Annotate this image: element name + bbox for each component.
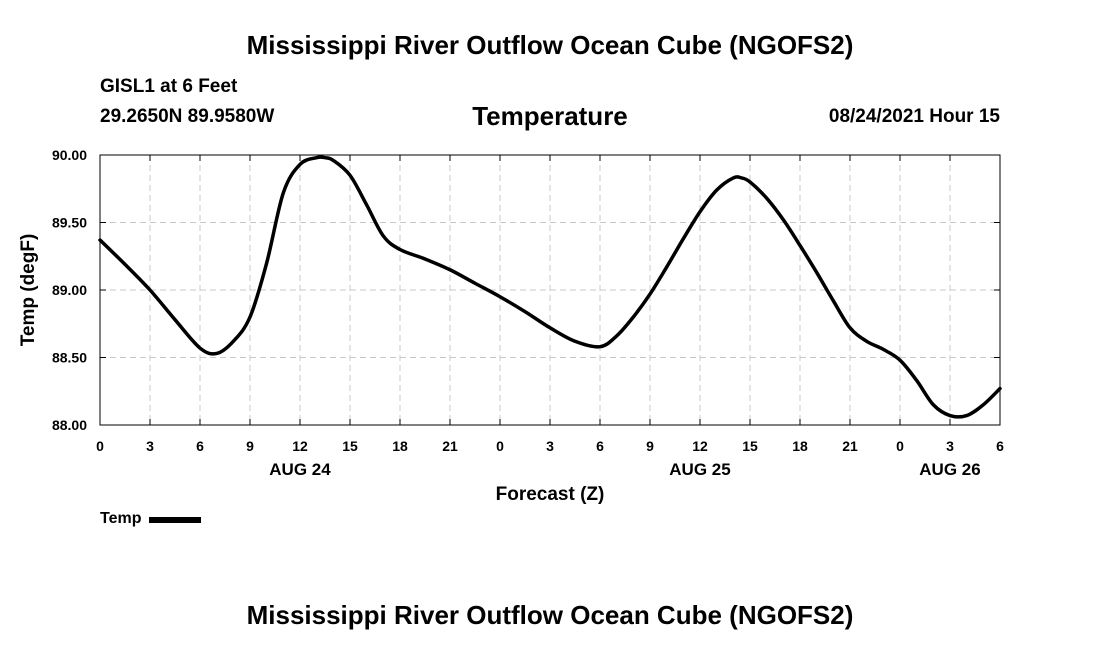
x-tick-label: 18 [792, 438, 808, 454]
x-tick-label: 6 [996, 438, 1004, 454]
chart-legend: Temp [100, 510, 202, 528]
y-tick-label: 90.00 [52, 147, 87, 163]
x-tick-label: 12 [692, 438, 708, 454]
x-tick-label: 6 [196, 438, 204, 454]
x-tick-label: 9 [646, 438, 654, 454]
day-label: AUG 25 [669, 460, 730, 479]
grid-lines [100, 155, 1000, 425]
x-axis-label: Forecast (Z) [496, 484, 605, 505]
x-tick-labels: 0 3 6 9 12 15 18 21 0 3 6 9 12 15 18 21 0 3 6 [96, 438, 1004, 454]
y-tick-label: 89.50 [52, 215, 87, 231]
y-tick-label: 89.00 [52, 282, 87, 298]
x-tick-label: 0 [896, 438, 904, 454]
forecast-datetime: 08/24/2021 Hour 15 [828, 106, 1000, 127]
day-label: AUG 24 [269, 460, 331, 479]
x-tick-label: 15 [742, 438, 758, 454]
x-tick-label: 0 [96, 438, 104, 454]
x-tick-label: 0 [496, 438, 504, 454]
series-line-temp [98, 155, 1002, 419]
station-label: GISL1 at 6 Feet [100, 76, 238, 97]
y-axis-label: Temp (degF) [18, 234, 39, 347]
x-tick-label: 3 [146, 438, 154, 454]
x-tick-label: 3 [946, 438, 954, 454]
x-tick-label: 18 [392, 438, 408, 454]
x-tick-label: 21 [442, 438, 458, 454]
report-title: Mississippi River Outflow Ocean Cube (NG… [246, 30, 854, 60]
y-tick-label: 88.50 [52, 350, 87, 366]
x-tick-label: 12 [292, 438, 308, 454]
legend-swatch-temp [149, 517, 202, 523]
x-tick-label: 3 [546, 438, 554, 454]
y-tick-label: 88.00 [52, 417, 87, 433]
y-tick-labels: 88.00 88.50 89.00 89.50 90.00 [52, 147, 87, 433]
day-labels: AUG 24 AUG 25 AUG 26 [269, 460, 980, 479]
legend-label-temp: Temp [100, 510, 142, 527]
footer-title: Mississippi River Outflow Ocean Cube (NG… [246, 600, 854, 630]
x-tick-label: 9 [246, 438, 254, 454]
x-tick-label: 6 [596, 438, 604, 454]
station-coordinates: 29.2650N 89.9580W [100, 106, 275, 127]
day-label: AUG 26 [919, 460, 980, 479]
x-tick-label: 21 [842, 438, 858, 454]
x-tick-label: 15 [342, 438, 358, 454]
axis-ticks [99, 154, 1001, 426]
chart-title: Temperature [472, 101, 628, 131]
